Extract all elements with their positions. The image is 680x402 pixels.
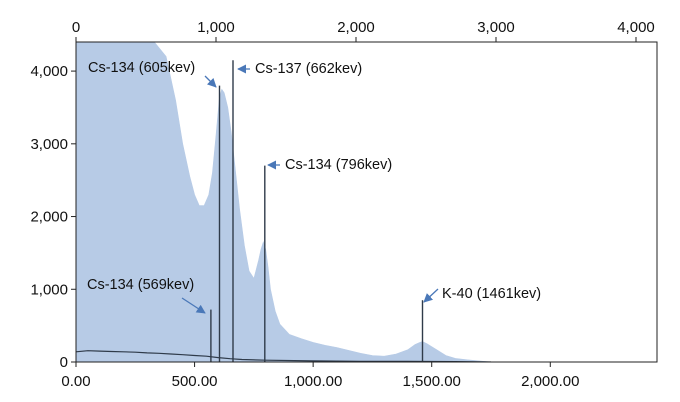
y-tick-label: 3,000: [30, 136, 68, 153]
x-tick-label: 1,000.00: [284, 373, 342, 390]
y-axis: 0 1,000 2,000 3,000 4,000: [30, 63, 76, 371]
peak-annotations: Cs-134 (569kev) Cs-134 (605kev) Cs-137 (66…: [87, 60, 541, 314]
plot-frame: [75, 41, 658, 363]
y-tick-label: 1,000: [30, 281, 68, 298]
x-axis-bottom: 0.00 500.00 1,000.00 1,500.00 2,000.00: [61, 362, 579, 390]
x-axis-top: 0 1,000 2,000 3,000 4,000: [72, 19, 655, 42]
x-tick-label: 2,000.00: [521, 373, 579, 390]
annotation-label: Cs-134 (605kev): [88, 60, 195, 76]
annotation-label: Cs-137 (662kev): [255, 61, 362, 77]
x-tick-label: 1,500.00: [403, 373, 461, 390]
annotation-arrow: [181, 297, 206, 314]
annotation-label: Cs-134 (796kev): [285, 157, 392, 173]
x-tick-label: 500.00: [172, 373, 218, 390]
x-tick-label: 0.00: [61, 373, 90, 390]
top-tick-label: 2,000: [337, 19, 375, 36]
y-tick-label: 0: [60, 354, 68, 371]
y-tick-label: 2,000: [30, 209, 68, 226]
y-tick-label: 4,000: [30, 63, 68, 80]
annotation-arrow: [423, 288, 439, 303]
top-tick-label: 1,000: [197, 19, 235, 36]
plot-area: [76, 42, 492, 362]
annotation-label: K-40 (1461kev): [442, 286, 541, 302]
spectrum-line: [76, 350, 492, 362]
top-tick-label: 0: [72, 19, 80, 36]
top-tick-label: 3,000: [477, 19, 515, 36]
annotation-arrow: [204, 75, 217, 88]
spectrum-area: [76, 42, 492, 362]
top-tick-label: 4,000: [617, 19, 655, 36]
annotation-label: Cs-134 (569kev): [87, 277, 194, 293]
